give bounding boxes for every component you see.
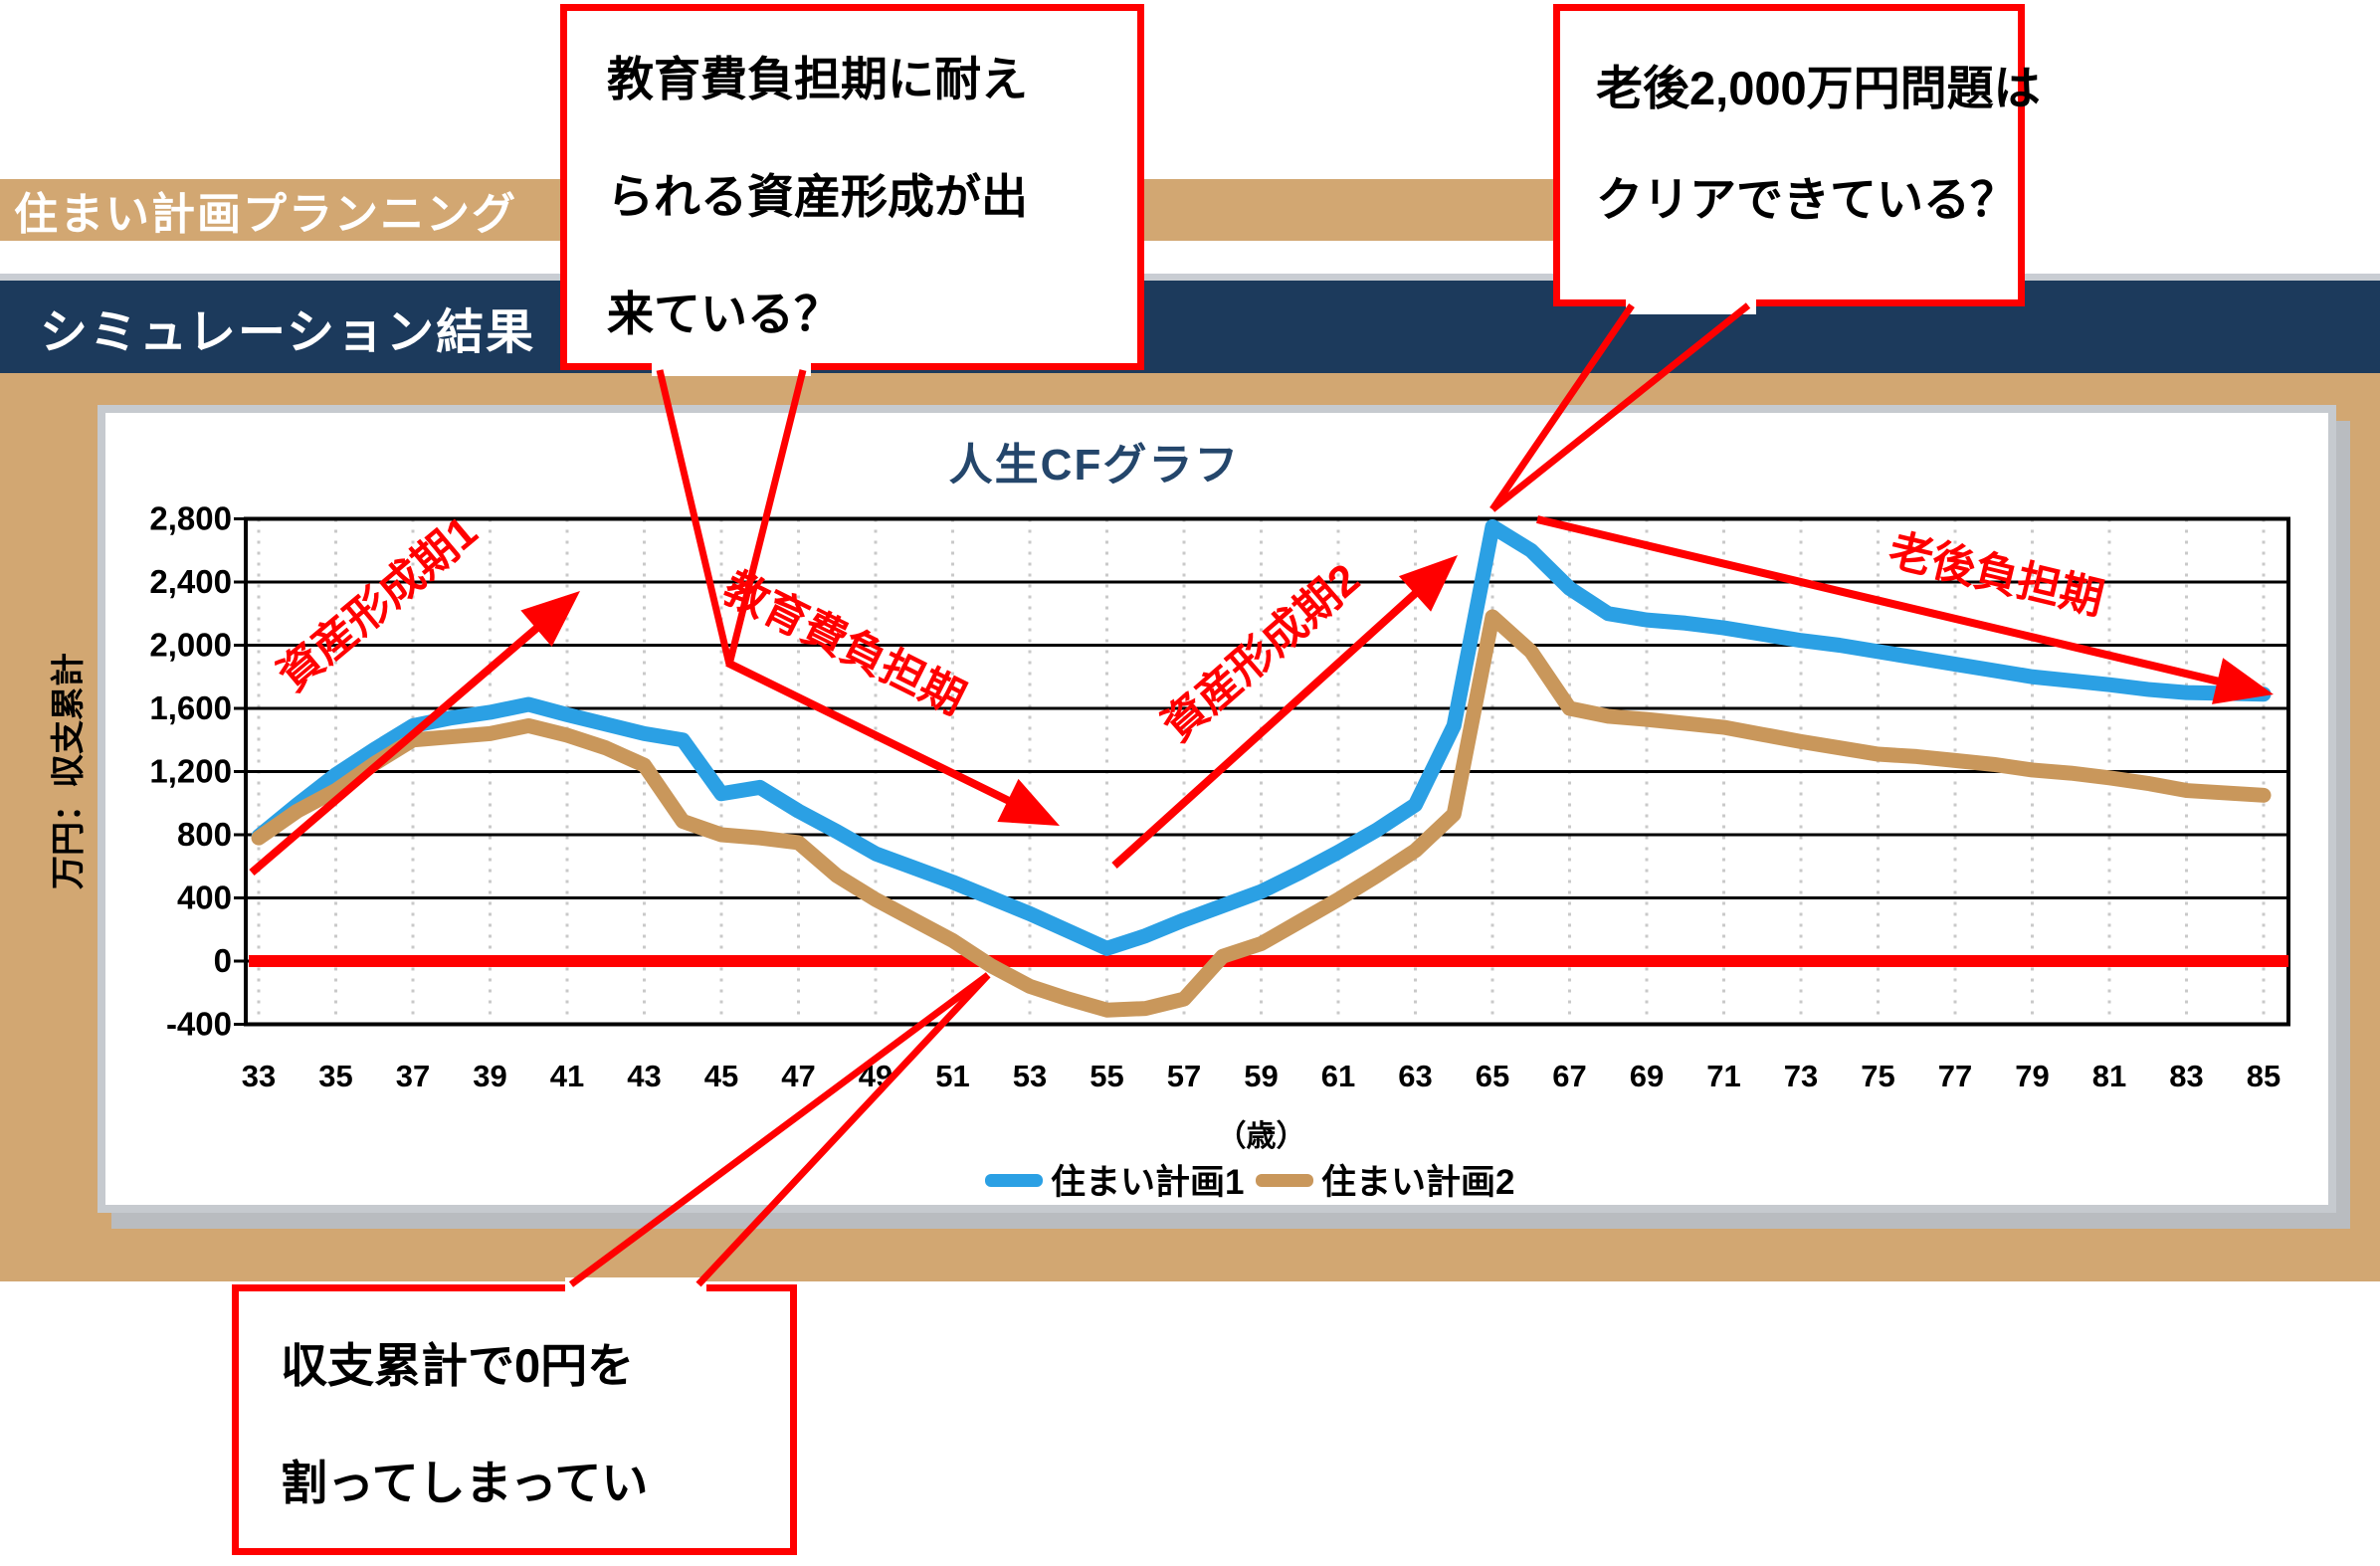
callout-text-line: 割ってしまってい [281, 1457, 649, 1509]
section-title: シミュレーション結果 [40, 305, 536, 359]
callout-text-line: クリアできている？ [1596, 173, 2017, 226]
callout-text-line: 老後2,000万円問題は [1596, 62, 2041, 114]
callout-education-cost: 教育費負担期に耐え られる資産形成が出 来ている？ [560, 4, 1144, 370]
callout-below-zero: 収支累計で0円を 割ってしまってい [232, 1284, 797, 1555]
callout-text-line: 教育費負担期に耐え [607, 53, 1028, 105]
callout-text-line: 収支累計で0円を [281, 1339, 635, 1392]
callout-text-line: られる資産形成が出 [607, 170, 1028, 223]
chart-panel-background [0, 373, 2380, 1281]
callout-text-line: 来ている？ [607, 288, 841, 340]
section-banner-topline [0, 274, 2380, 281]
callout-retirement-2000man: 老後2,000万円問題は クリアできている？ [1553, 4, 2041, 306]
app-title: 住まい計画プランニング [14, 190, 517, 239]
chart-panel [98, 405, 2336, 1213]
